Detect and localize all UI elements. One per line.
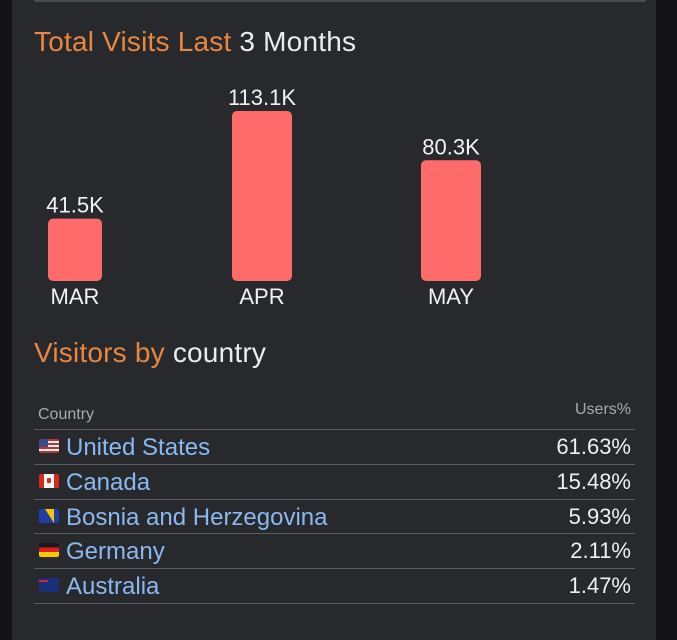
table-header: Country Users% xyxy=(34,395,635,430)
visitors-title-white: country xyxy=(172,337,267,368)
users-percent: 1.47% xyxy=(568,573,631,599)
bar-category-label: APR xyxy=(239,284,284,309)
visitors-country-table: Country Users% United States 61.63% Cana… xyxy=(34,395,635,604)
bar-mar xyxy=(48,218,102,281)
country-link[interactable]: Australia xyxy=(66,573,160,601)
bar-category-label: MAY xyxy=(428,284,474,309)
bar-value-label: 41.5K xyxy=(46,193,104,218)
visitors-title-accent: Visitors by xyxy=(34,337,165,368)
country-link[interactable]: United States xyxy=(66,434,211,461)
visitors-section-title: Visitors by country xyxy=(34,337,266,369)
table-row: Bosnia and Herzegovina 5.93% xyxy=(34,500,635,535)
us-flag-icon xyxy=(39,439,59,453)
bar-category-label: MAR xyxy=(51,284,100,309)
visits-title-accent: Total Visits Last xyxy=(34,26,232,57)
bar-apr xyxy=(232,111,292,281)
table-row: Germany 2.11% xyxy=(34,534,635,570)
country-link[interactable]: Germany xyxy=(66,538,165,566)
visits-bar-chart: 41.5K MAR 113.1K APR 80.3K MAY xyxy=(46,85,481,309)
column-header-country: Country xyxy=(38,406,95,423)
australia-flag-icon xyxy=(39,578,59,593)
bar-may xyxy=(421,160,481,281)
bosnia-flag-icon xyxy=(39,508,59,523)
table-row: Canada 15.48% xyxy=(34,465,635,500)
users-percent: 5.93% xyxy=(568,503,631,529)
country-link[interactable]: Bosnia and Herzegovina xyxy=(66,503,328,531)
top-divider xyxy=(34,0,646,2)
visits-title-white: 3 Months xyxy=(239,26,357,57)
country-link[interactable]: Canada xyxy=(66,468,151,496)
germany-flag-icon xyxy=(39,543,59,558)
users-percent: 2.11% xyxy=(570,538,631,564)
bar-value-label: 113.1K xyxy=(228,85,296,110)
dashboard-panel: Total Visits Last 3 Months 41.5K MAR 113.1… xyxy=(12,0,656,640)
visits-section-title: Total Visits Last 3 Months xyxy=(34,26,356,58)
bar-value-label: 80.3K xyxy=(422,134,480,159)
users-percent: 61.63% xyxy=(556,434,631,459)
table-row: Australia 1.47% xyxy=(34,569,635,604)
canada-flag-icon xyxy=(39,473,59,488)
column-header-users: Users% xyxy=(574,401,631,418)
users-percent: 15.48% xyxy=(556,468,631,494)
table-row: United States 61.63% xyxy=(34,430,635,465)
